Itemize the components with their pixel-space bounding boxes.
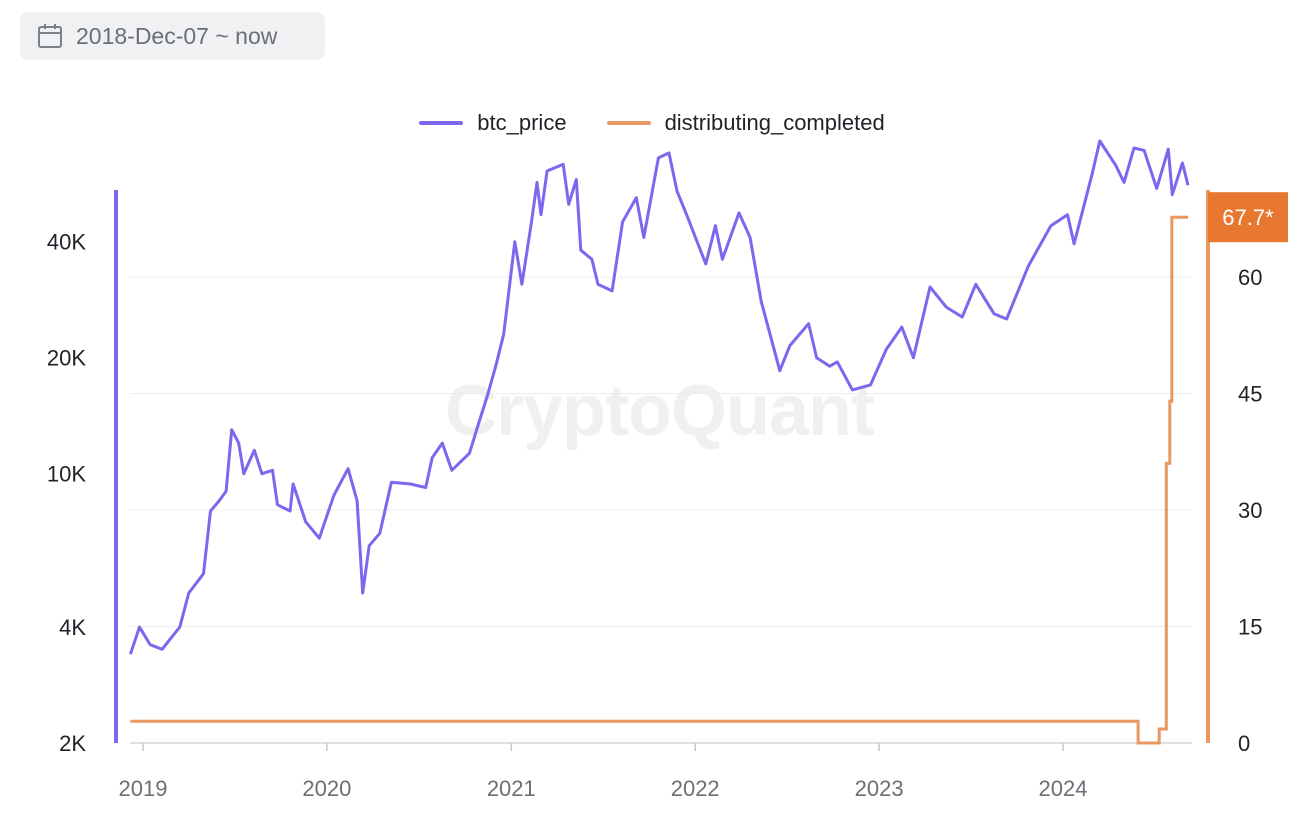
date-range-label: 2018-Dec-07 ~ now [76, 22, 278, 49]
y-right-tick-label: 60 [1238, 265, 1262, 290]
series-line-btc-price [128, 139, 1190, 655]
legend-item-btc-price[interactable]: btc_price [419, 110, 567, 136]
chart-legend: btc_price distributing_completed [0, 110, 1304, 136]
y-right-tick-label: 30 [1238, 498, 1262, 523]
legend-label-distributing-completed: distributing_completed [664, 110, 885, 135]
y-left-tick-label: 4K [59, 615, 86, 640]
x-tick-label: 2021 [487, 776, 536, 801]
legend-swatch-btc-price [419, 121, 464, 125]
legend-swatch-distributing-completed [606, 121, 651, 125]
legend-label-btc-price: btc_price [477, 110, 567, 135]
x-tick-label: 2019 [119, 776, 168, 801]
y-left-tick-label: 20K [47, 346, 86, 371]
last-value-badge-text: 67.7* [1222, 205, 1274, 230]
x-tick-label: 2020 [302, 776, 351, 801]
watermark: CryptoQuant [445, 371, 875, 451]
y-right-tick-label: 15 [1238, 615, 1262, 640]
y-left-tick-label: 2K [59, 731, 86, 756]
legend-item-distributing-completed[interactable]: distributing_completed [606, 110, 885, 136]
y-right-tick-label: 0 [1238, 731, 1250, 756]
x-tick-label: 2022 [671, 776, 720, 801]
y-left-tick-label: 10K [47, 462, 86, 487]
calendar-icon [38, 24, 62, 48]
y-right-tick-label: 45 [1238, 382, 1262, 407]
last-value-badge [1208, 192, 1288, 243]
y-left-tick-label: 40K [47, 230, 86, 255]
series-line-distributing-completed [130, 215, 1188, 745]
x-tick-label: 2024 [1039, 776, 1088, 801]
x-tick-label: 2023 [855, 776, 904, 801]
date-range-picker[interactable]: 2018-Dec-07 ~ now [20, 12, 325, 60]
